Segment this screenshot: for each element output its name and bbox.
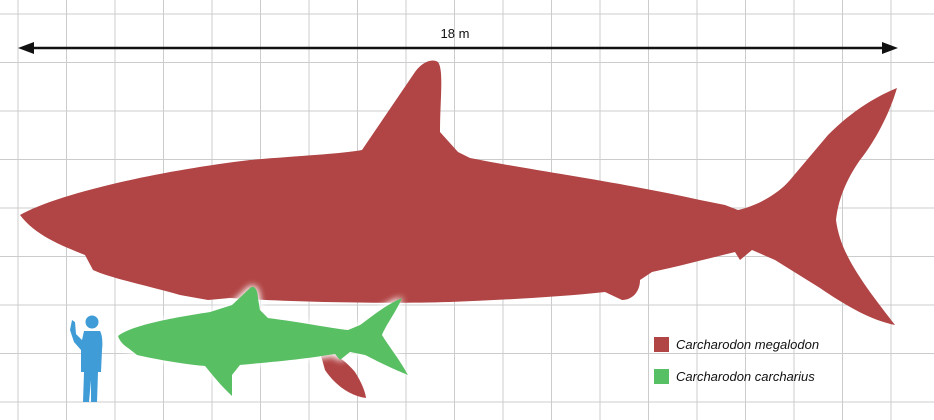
scale-length-label: 18 m (440, 26, 470, 41)
legend-item-great-white: Carcharodon carcharius (654, 366, 819, 386)
legend: Carcharodon megalodon Carcharodon carcha… (654, 334, 819, 398)
megalodon-silhouette-icon (20, 60, 897, 325)
legend-item-megalodon: Carcharodon megalodon (654, 334, 819, 354)
human-silhouette-icon (70, 315, 103, 402)
great-white-silhouette-icon (118, 286, 408, 396)
legend-label-great-white: Carcharodon carcharius (676, 368, 815, 384)
legend-swatch-great-white (654, 368, 669, 384)
megalodon-pelvic-fin-icon (318, 345, 366, 398)
scale-arrow (18, 42, 898, 54)
legend-label-megalodon: Carcharodon megalodon (676, 336, 820, 352)
legend-swatch-megalodon (654, 336, 669, 352)
